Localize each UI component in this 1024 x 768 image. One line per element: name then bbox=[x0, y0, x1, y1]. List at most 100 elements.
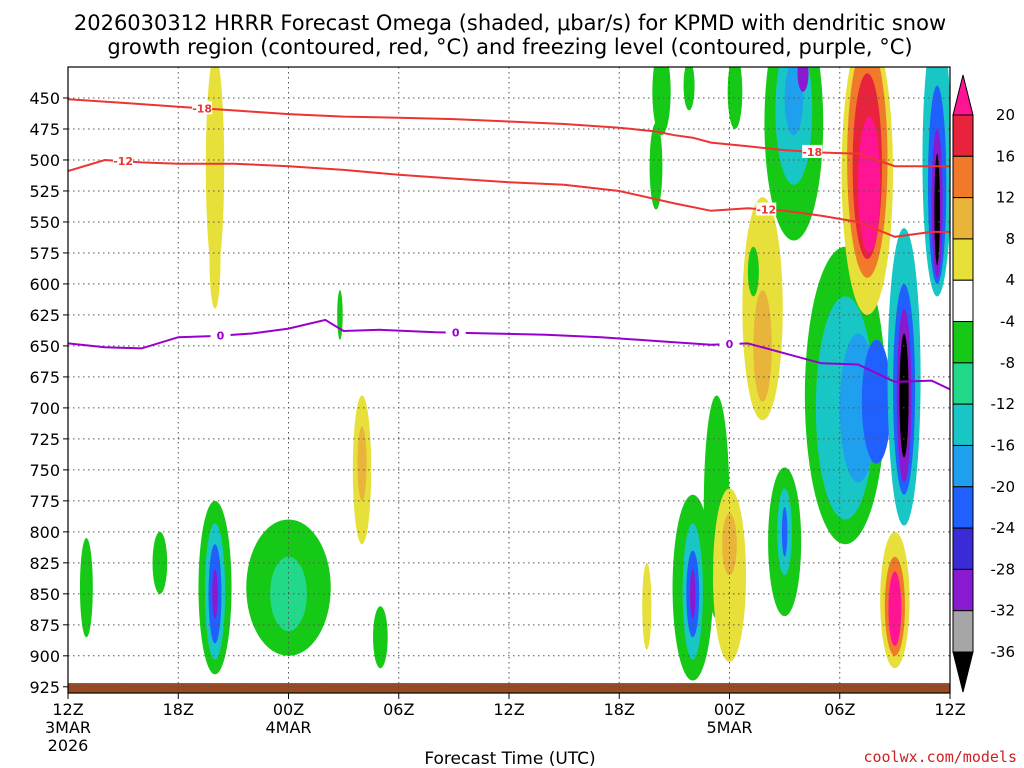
contour-label-bg bbox=[113, 154, 134, 168]
colorbar-bottom-arrow bbox=[952, 651, 974, 693]
y-tick-label: 550 bbox=[29, 213, 60, 232]
colorbar-box bbox=[952, 403, 974, 446]
omega-cell-39 bbox=[861, 339, 892, 464]
omega-cell-47 bbox=[899, 333, 909, 458]
colorbar-label: -12 bbox=[991, 395, 1016, 413]
contour-label: 0 bbox=[726, 338, 734, 351]
y-tick-label: 850 bbox=[29, 585, 60, 604]
contour-layer: -18 -18 -12 -12 0 0 0 bbox=[68, 98, 950, 391]
contour-label: -18 bbox=[802, 146, 822, 159]
gridlines bbox=[67, 67, 951, 693]
x-tick-label: 12Z bbox=[493, 700, 524, 719]
colorbar-box bbox=[952, 114, 974, 157]
x-tick-label: 00Z bbox=[273, 700, 304, 719]
y-tick-label: 500 bbox=[29, 151, 60, 170]
contour-label-bg bbox=[719, 337, 740, 351]
contour-label: -12 bbox=[756, 204, 776, 217]
colorbar-box bbox=[952, 486, 974, 529]
y-tick-label: 475 bbox=[29, 120, 60, 139]
x-tick-label: 00Z bbox=[714, 700, 745, 719]
y-tick-label: 725 bbox=[29, 430, 60, 449]
chart-title-line-2: growth region (contoured, red, °C) and f… bbox=[107, 35, 912, 59]
colorbar-box bbox=[952, 155, 974, 199]
omega-shading-layer bbox=[79, 67, 950, 681]
contour-freezing-level bbox=[68, 318, 950, 391]
omega-cell-35 bbox=[797, 67, 809, 92]
colorbar-box bbox=[952, 279, 974, 323]
colorbar-box bbox=[952, 362, 974, 405]
contour-label: 0 bbox=[452, 327, 460, 340]
y-tick-label: 800 bbox=[29, 523, 60, 542]
contour-label-bg bbox=[756, 202, 777, 216]
colorbar-box bbox=[952, 444, 974, 488]
contour-label: 0 bbox=[217, 330, 225, 343]
x-tick-date: 5MAR bbox=[706, 718, 752, 737]
contour-label-bg bbox=[445, 325, 466, 339]
y-tick-label: 525 bbox=[29, 182, 60, 201]
omega-cell-1 bbox=[209, 209, 221, 309]
omega-cell-0 bbox=[205, 67, 225, 278]
contour-label-bg bbox=[802, 144, 823, 158]
contour-dgz-minus12 bbox=[68, 158, 950, 238]
colorbar-label: -20 bbox=[991, 478, 1016, 496]
x-tick-year: 2026 bbox=[48, 736, 89, 755]
x-tick-label: 06Z bbox=[383, 700, 414, 719]
omega-cell-29 bbox=[652, 67, 671, 136]
colorbar-box bbox=[952, 197, 974, 240]
colorbar-box bbox=[952, 527, 974, 570]
omega-cell-34 bbox=[784, 67, 803, 136]
omega-cell-12 bbox=[373, 606, 388, 669]
y-tick-label: 450 bbox=[29, 89, 60, 108]
x-tick-date: 3MAR bbox=[45, 718, 91, 737]
omega-cell-9 bbox=[212, 569, 218, 619]
y-axis: 450 475 500 525 550 575 600 625 650 675 700 725 750 7… bbox=[29, 89, 68, 697]
colorbar-label: -28 bbox=[991, 560, 1016, 578]
omega-cell-54 bbox=[934, 153, 940, 266]
omega-cell-30 bbox=[683, 67, 695, 111]
colorbar-label: -32 bbox=[991, 602, 1016, 620]
colorbar-label: -4 bbox=[1000, 313, 1015, 331]
x-tick-label: 12Z bbox=[934, 700, 965, 719]
colorbar-box bbox=[952, 238, 974, 281]
omega-cell-20 bbox=[712, 488, 747, 663]
colorbar-label: 8 bbox=[1005, 230, 1015, 248]
contour-label: -12 bbox=[113, 155, 133, 168]
omega-cell-21 bbox=[722, 513, 737, 576]
colorbar: 20 16 12 8 4 -4 -8 -12 -16 -20 -24 -28 -32 -36 bbox=[952, 74, 1016, 693]
contour-label-bg bbox=[210, 328, 231, 342]
y-tick-label: 625 bbox=[29, 306, 60, 325]
omega-cell-24 bbox=[781, 507, 788, 557]
omega-cell-28 bbox=[649, 122, 663, 210]
y-tick-label: 600 bbox=[29, 275, 60, 294]
omega-cell-4 bbox=[79, 538, 93, 638]
omega-cell-5 bbox=[152, 531, 168, 594]
y-tick-label: 750 bbox=[29, 461, 60, 480]
colorbar-label: -36 bbox=[991, 643, 1016, 661]
omega-cell-18 bbox=[689, 569, 696, 619]
y-tick-label: 575 bbox=[29, 244, 60, 263]
y-tick-label: 925 bbox=[29, 678, 60, 697]
x-tick-label: 06Z bbox=[824, 700, 855, 719]
omega-cell-14 bbox=[642, 562, 652, 650]
y-tick-label: 775 bbox=[29, 492, 60, 511]
omega-cell-31 bbox=[727, 67, 743, 129]
colorbar-box bbox=[952, 610, 974, 653]
x-tick-date: 4MAR bbox=[265, 718, 311, 737]
x-tick-label: 18Z bbox=[163, 700, 194, 719]
colorbar-box bbox=[952, 568, 974, 612]
colorbar-label: -24 bbox=[991, 519, 1016, 537]
colorbar-label: 4 bbox=[1005, 271, 1015, 289]
y-tick-label: 900 bbox=[29, 647, 60, 666]
y-tick-label: 825 bbox=[29, 554, 60, 573]
colorbar-label: -16 bbox=[991, 436, 1016, 454]
omega-cell-50 bbox=[888, 571, 902, 646]
contour-label-bg bbox=[192, 101, 213, 115]
colorbar-box bbox=[952, 321, 974, 364]
x-axis-title: Forecast Time (UTC) bbox=[424, 749, 595, 768]
colorbar-label: -8 bbox=[1000, 354, 1015, 372]
y-tick-label: 700 bbox=[29, 399, 60, 418]
colorbar-label: 20 bbox=[996, 106, 1015, 124]
omega-cell-27 bbox=[747, 246, 759, 297]
contour-label: -18 bbox=[192, 102, 212, 115]
